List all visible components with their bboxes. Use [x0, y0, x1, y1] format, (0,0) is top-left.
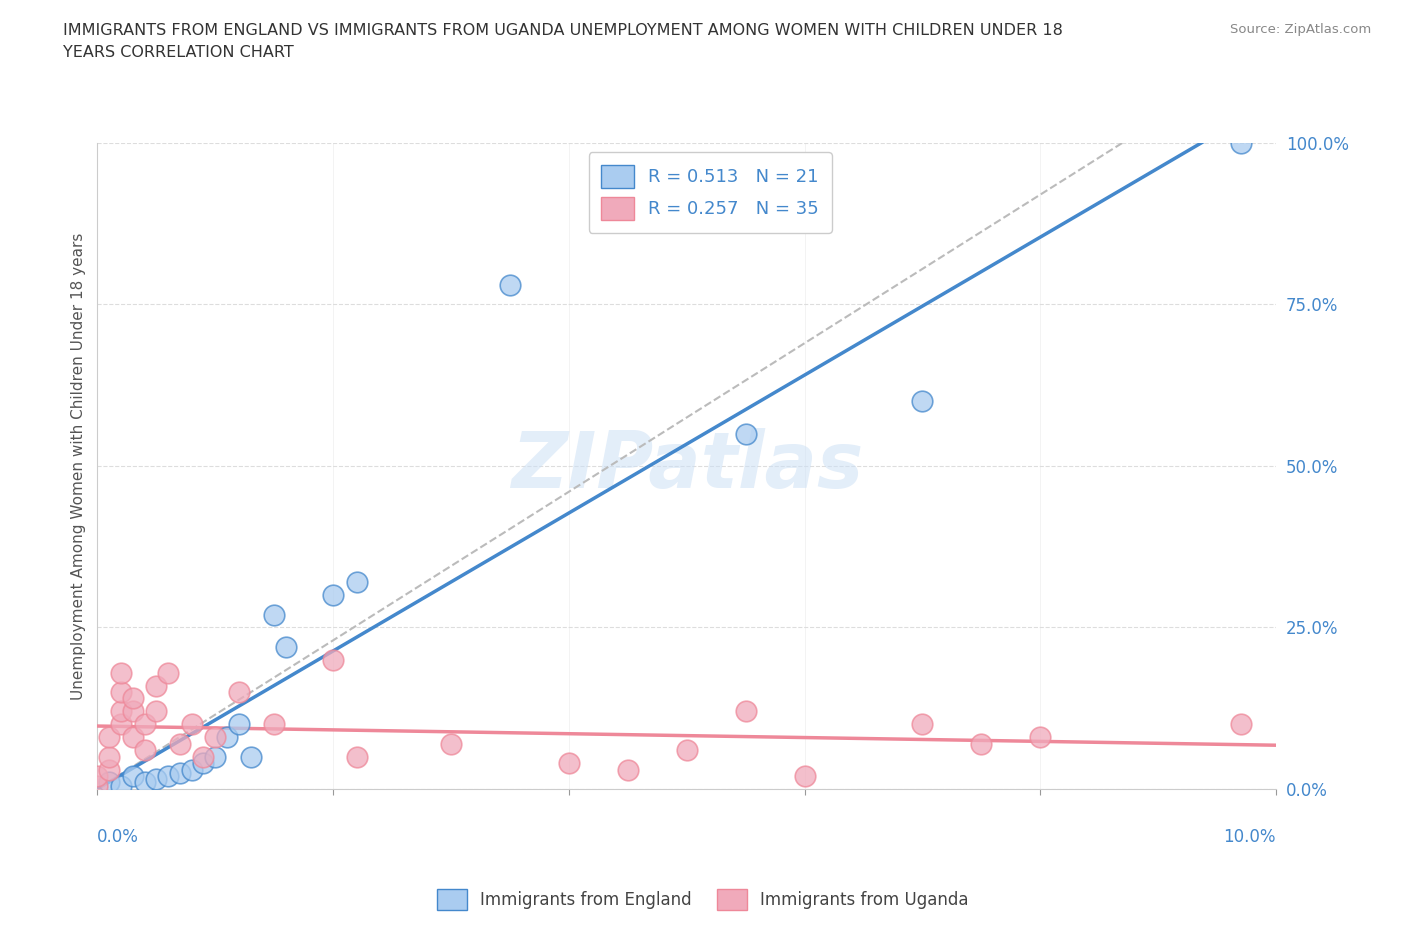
Point: [145, 704, 167, 719]
Point: [134, 717, 156, 732]
Point: [86, 768, 108, 783]
Text: Source: ZipAtlas.com: Source: ZipAtlas.com: [1230, 23, 1371, 36]
Point: [1229, 717, 1251, 732]
Point: [322, 652, 344, 667]
Point: [157, 665, 180, 680]
Point: [263, 607, 285, 622]
Point: [98, 730, 121, 745]
Point: [346, 750, 368, 764]
Point: [169, 737, 191, 751]
Point: [193, 756, 215, 771]
Point: [204, 730, 226, 745]
Point: [121, 730, 143, 745]
Point: [98, 762, 121, 777]
Point: [1029, 730, 1052, 745]
Legend: R = 0.513   N = 21, R = 0.257   N = 35: R = 0.513 N = 21, R = 0.257 N = 35: [589, 152, 832, 232]
Text: IMMIGRANTS FROM ENGLAND VS IMMIGRANTS FROM UGANDA UNEMPLOYMENT AMONG WOMEN WITH : IMMIGRANTS FROM ENGLAND VS IMMIGRANTS FR…: [63, 23, 1063, 60]
Point: [228, 717, 250, 732]
Point: [734, 426, 756, 441]
Point: [110, 665, 132, 680]
Point: [440, 737, 463, 751]
Legend: Immigrants from England, Immigrants from Uganda: Immigrants from England, Immigrants from…: [430, 883, 976, 917]
Point: [110, 684, 132, 699]
Point: [911, 717, 934, 732]
Point: [145, 772, 167, 787]
Point: [970, 737, 993, 751]
Point: [215, 730, 238, 745]
Text: 10.0%: 10.0%: [1223, 828, 1277, 845]
Point: [558, 756, 581, 771]
Point: [110, 717, 132, 732]
Point: [157, 768, 180, 783]
Point: [98, 750, 121, 764]
Text: 0.0%: 0.0%: [97, 828, 139, 845]
Point: [675, 743, 697, 758]
Point: [121, 691, 143, 706]
Point: [734, 704, 756, 719]
Point: [86, 778, 108, 793]
Point: [346, 575, 368, 590]
Y-axis label: Unemployment Among Women with Children Under 18 years: Unemployment Among Women with Children U…: [72, 232, 86, 699]
Point: [134, 743, 156, 758]
Point: [98, 775, 121, 790]
Point: [274, 639, 297, 654]
Point: [617, 762, 640, 777]
Point: [134, 775, 156, 790]
Point: [793, 768, 815, 783]
Point: [911, 394, 934, 409]
Point: [180, 717, 202, 732]
Point: [499, 277, 522, 292]
Point: [145, 678, 167, 693]
Text: ZIPatlas: ZIPatlas: [510, 428, 863, 504]
Point: [263, 717, 285, 732]
Point: [239, 750, 262, 764]
Point: [169, 765, 191, 780]
Point: [180, 762, 202, 777]
Point: [121, 704, 143, 719]
Point: [1229, 136, 1251, 151]
Point: [204, 750, 226, 764]
Point: [193, 750, 215, 764]
Point: [121, 768, 143, 783]
Point: [228, 684, 250, 699]
Point: [110, 778, 132, 793]
Point: [322, 588, 344, 603]
Point: [110, 704, 132, 719]
